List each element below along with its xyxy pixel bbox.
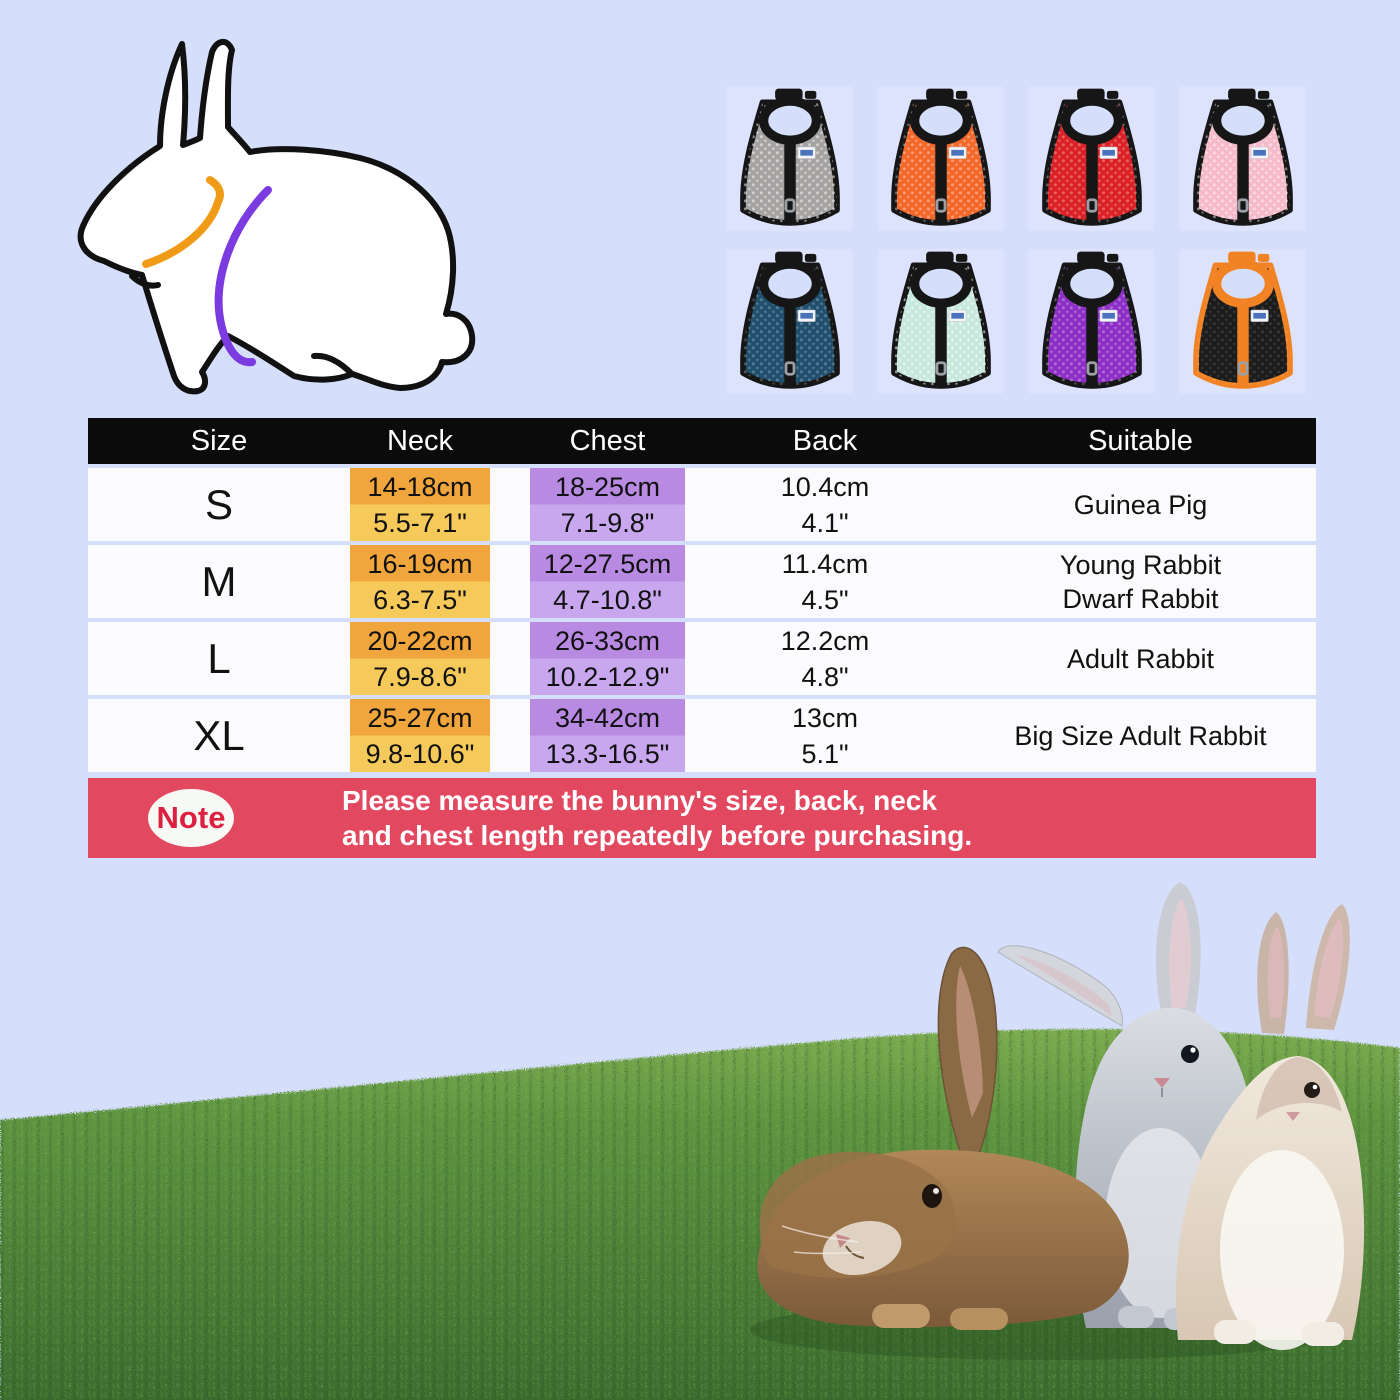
- harness-thumb-orange: [877, 86, 1004, 231]
- back-values: 10.4cm 4.1": [780, 471, 870, 538]
- brand-tag: [1250, 146, 1269, 159]
- white-rabbit: [1175, 904, 1365, 1350]
- harness-vest-icon: [1041, 88, 1142, 226]
- brand-tag: [1099, 146, 1118, 159]
- col-header-neck: Neck: [386, 424, 454, 457]
- suitable-value: Big Size Adult Rabbit: [1014, 720, 1267, 751]
- harness-vest-icon: [1041, 251, 1142, 389]
- table-row-l: L 20-22cm 7.9-8.6" 26-33cm 10.2-12.9" 12…: [88, 622, 1316, 695]
- harness-vest-icon: [890, 251, 991, 389]
- brand-tag: [1250, 309, 1269, 322]
- size-label: L: [207, 635, 231, 682]
- harness-thumb-mint-green: [877, 249, 1004, 394]
- table-row-xl: XL 25-27cm 9.8-10.6" 34-42cm 13.3-16.5" …: [88, 699, 1316, 772]
- d-ring: [1086, 361, 1097, 376]
- neck-values: 14-18cm 5.5-7.1": [350, 468, 490, 541]
- d-ring: [1237, 198, 1248, 213]
- harness-thumb-navy-blue: [726, 249, 853, 394]
- size-label: XL: [193, 712, 245, 759]
- size-label: M: [201, 558, 237, 605]
- harness-vest-icon: [890, 88, 991, 226]
- suitable-value: Adult Rabbit: [1066, 643, 1215, 674]
- size-chart-table: Size Neck Chest Back Suitable S 14-18cm …: [88, 418, 1316, 772]
- size-chart-header: Size Neck Chest Back Suitable: [88, 418, 1316, 464]
- neck-measure-loop: [142, 176, 224, 268]
- size-label: S: [204, 481, 233, 528]
- suitable-value: Young Rabbit Dwarf Rabbit: [1059, 549, 1222, 614]
- col-header-chest: Chest: [569, 424, 646, 457]
- brand-tag: [797, 309, 816, 322]
- col-header-back: Back: [792, 424, 858, 457]
- chest-values: 26-33cm 10.2-12.9": [530, 622, 685, 695]
- harness-color-grid: [726, 86, 1306, 394]
- brand-tag: [1099, 309, 1118, 322]
- harness-thumb-pink: [1179, 86, 1306, 231]
- harness-thumb-purple: [1028, 249, 1155, 394]
- col-header-suitable: Suitable: [1088, 424, 1193, 457]
- note-text: Please measure the bunny's size, back, n…: [342, 785, 973, 851]
- table-row-m: M 16-19cm 6.3-7.5" 12-27.5cm 4.7-10.8" 1…: [88, 545, 1316, 618]
- back-values: 11.4cm 4.5": [781, 548, 869, 615]
- d-ring: [784, 361, 795, 376]
- harness-thumb-red: [1028, 86, 1155, 231]
- rabbit-outline: [77, 39, 476, 395]
- d-ring: [935, 361, 946, 376]
- rabbits-photo: [0, 882, 1400, 1400]
- rabbit-jaw-line: [129, 273, 161, 289]
- neck-values: 25-27cm 9.8-10.6": [350, 699, 490, 772]
- brown-rabbit: [757, 1149, 1129, 1330]
- brown-rabbit-ear: [937, 946, 998, 1159]
- rabbit-hindfoot-line: [311, 352, 355, 377]
- harness-thumb-gray: [726, 86, 853, 231]
- neck-values: 16-19cm 6.3-7.5": [350, 545, 490, 618]
- note-banner: Note Please measure the bunny's size, ba…: [88, 778, 1316, 858]
- harness-thumb-black-orange: [1179, 249, 1306, 394]
- suitable-value: Guinea Pig: [1073, 489, 1208, 520]
- neck-values: 20-22cm 7.9-8.6": [350, 622, 490, 695]
- table-row-s: S 14-18cm 5.5-7.1" 18-25cm 7.1-9.8" 10.4…: [88, 468, 1316, 541]
- d-ring: [1086, 198, 1097, 213]
- harness-vest-icon: [1192, 251, 1293, 389]
- brand-tag: [948, 146, 967, 159]
- back-values: 13cm 5.1": [791, 702, 859, 769]
- chest-values: 34-42cm 13.3-16.5": [530, 699, 685, 772]
- brand-tag: [948, 309, 967, 322]
- harness-vest-icon: [1192, 88, 1293, 226]
- chest-measure-loop: [214, 186, 272, 367]
- brand-tag: [797, 146, 816, 159]
- d-ring: [1237, 361, 1248, 376]
- col-header-size: Size: [190, 424, 248, 457]
- d-ring: [784, 198, 795, 213]
- d-ring: [935, 198, 946, 213]
- harness-vest-icon: [739, 88, 840, 226]
- back-values: 12.2cm 4.8": [780, 625, 870, 692]
- note-badge: Note: [148, 789, 234, 847]
- chest-values: 12-27.5cm 4.7-10.8": [530, 545, 685, 618]
- rabbit-measurement-diagram: [77, 39, 476, 395]
- harness-vest-icon: [739, 251, 840, 389]
- chest-values: 18-25cm 7.1-9.8": [530, 468, 685, 541]
